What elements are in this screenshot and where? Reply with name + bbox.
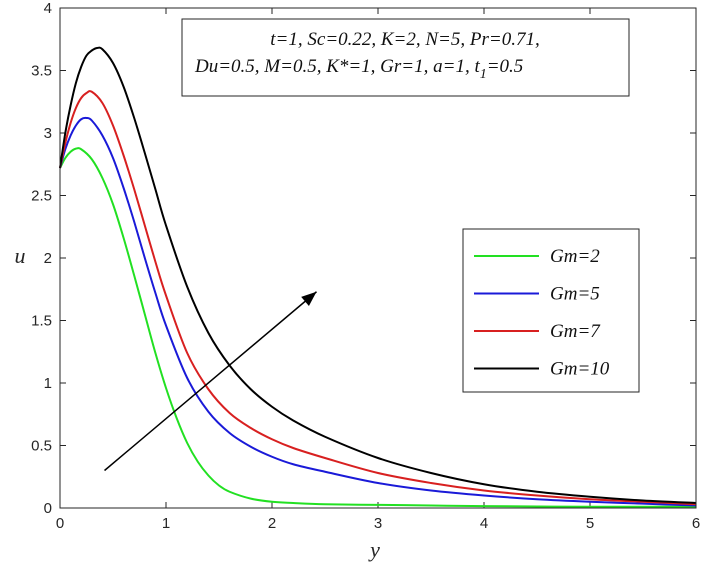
annotation-frame (181, 18, 630, 97)
annotation-line-2: Du=0.5, M=0.5, K*=1, Gr=1, a=1, t1=0.5 (194, 56, 523, 82)
annotation-box: t=1, Sc=0.22, K=2, N=5, Pr=0.71, Du=0.5,… (181, 18, 630, 97)
series-line-gm-10 (59, 46, 697, 504)
tick-labels: 0 1 2 3 4 5 6 0 0.5 1 1.5 2 2.5 3 3.5 4 (31, 0, 700, 532)
annotation-line-2-tail: =0.5 (487, 56, 524, 77)
annotation-line-2-main: Du=0.5, M=0.5, K*=1, Gr=1, a=1, t (194, 56, 480, 77)
annotation-line-2-subscript: 1 (480, 67, 487, 82)
x-tick-label: 1 (162, 515, 170, 532)
annotation-line-1: t=1, Sc=0.22, K=2, N=5, Pr=0.71, (270, 29, 539, 50)
series-line-gm-5 (59, 116, 697, 507)
y-tick-label: 2 (44, 250, 52, 267)
arrow-shaft (104, 291, 318, 472)
x-tick-label: 3 (374, 515, 382, 532)
y-tick-label: 3.5 (31, 63, 52, 80)
x-tick-label: 5 (586, 515, 594, 532)
x-axis-label: y (368, 537, 380, 562)
series-lines (59, 46, 697, 508)
y-axis-label: u (15, 243, 26, 268)
plot-frame (59, 7, 697, 509)
trend-arrow (104, 291, 318, 472)
legend: Gm=2 Gm=5 Gm=7 Gm=10 (462, 228, 640, 393)
y-tick-label: 1.5 (31, 313, 52, 330)
arrow-head (301, 291, 317, 307)
y-tick-label: 3 (44, 125, 52, 142)
x-tick-label: 2 (268, 515, 276, 532)
series-line-gm-2 (59, 147, 697, 508)
legend-label: Gm=10 (550, 359, 610, 380)
y-tick-label: 1 (44, 375, 52, 392)
y-tick-label: 2.5 (31, 188, 52, 205)
legend-label: Gm=2 (550, 246, 600, 267)
x-tick-label: 6 (692, 515, 700, 532)
y-tick-label: 0.5 (31, 438, 52, 455)
x-tick-label: 4 (480, 515, 488, 532)
legend-label: Gm=7 (550, 321, 601, 342)
legend-label: Gm=5 (550, 284, 600, 305)
y-tick-label: 4 (44, 0, 52, 17)
y-tick-label: 0 (44, 500, 52, 517)
series-line-gm-7 (59, 90, 697, 506)
x-tick-label: 0 (56, 515, 64, 532)
